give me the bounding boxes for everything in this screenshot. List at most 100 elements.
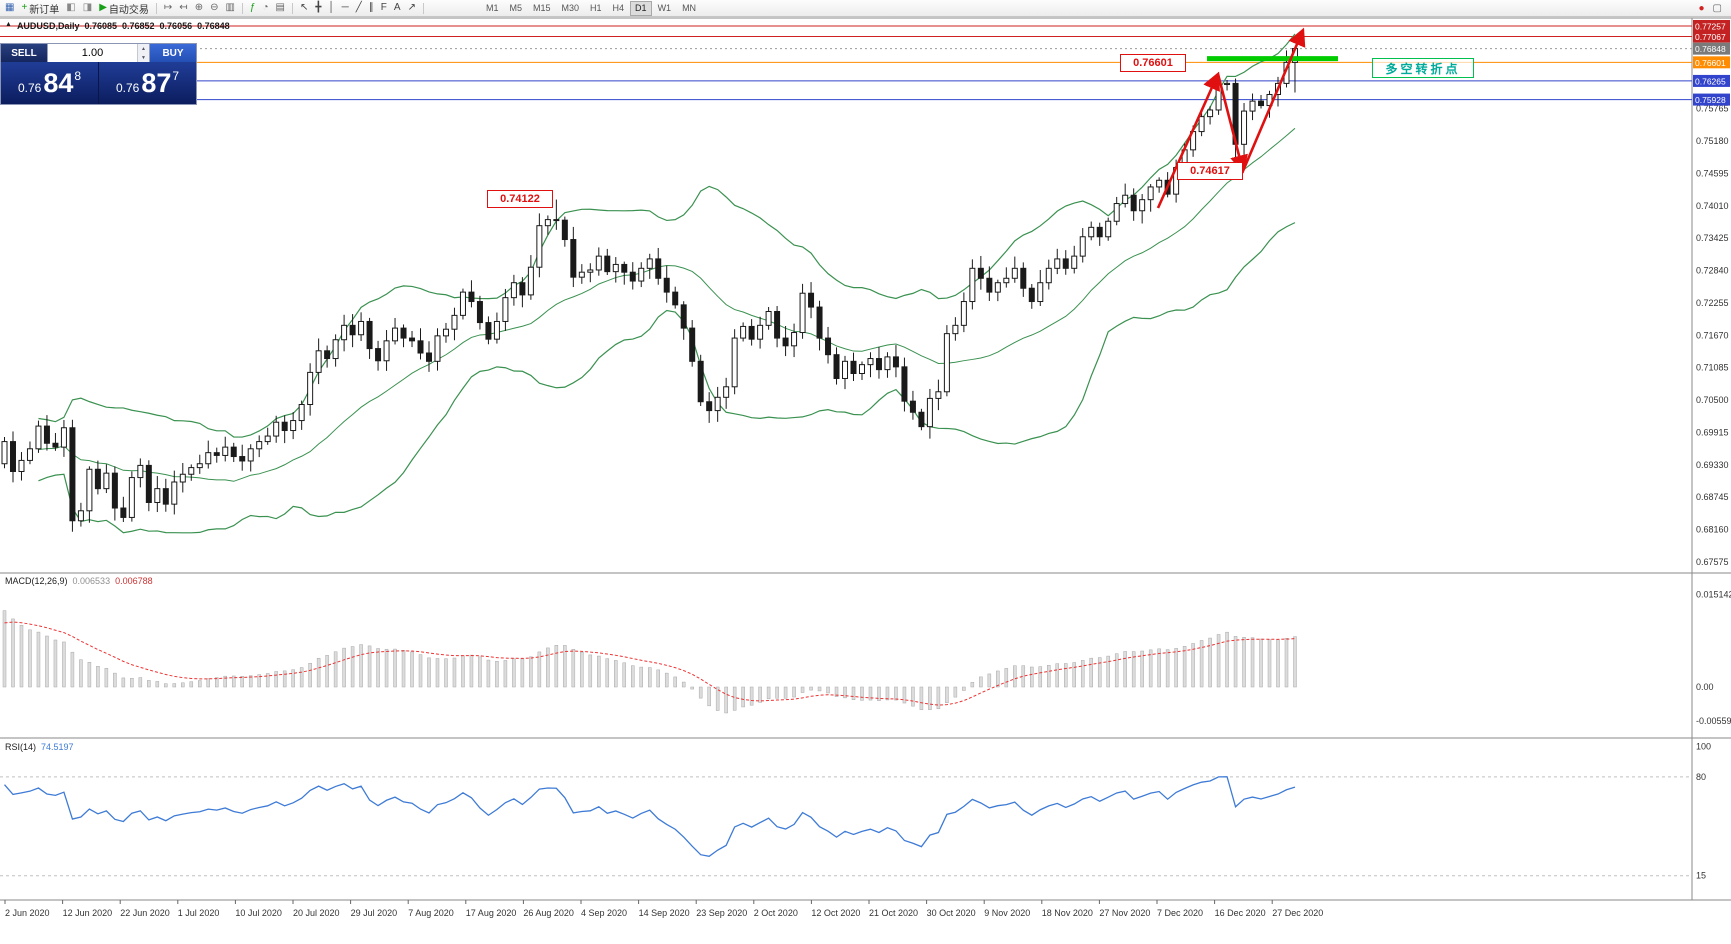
sell-price-prefix: 0.76 xyxy=(17,81,42,95)
community-icon[interactable]: ● xyxy=(1698,2,1705,14)
macd-panel: 0.015142 0.00 -0.005595 xyxy=(2,589,1731,726)
svg-text:26 Aug 2020: 26 Aug 2020 xyxy=(523,908,574,918)
one-click-trade-panel: SELL ▲ ▼ BUY 0.76 84 8 0.76 87 7 xyxy=(0,43,197,105)
svg-text:17 Aug 2020: 17 Aug 2020 xyxy=(466,908,517,918)
date-axis: 2 Jun 2020 12 Jun 2020 22 Jun 2020 1 Jul 20… xyxy=(4,900,1323,918)
periods-icon: ◔ xyxy=(262,2,269,13)
templates-icon[interactable]: ▤ xyxy=(274,1,287,15)
panel-frame xyxy=(0,17,1731,901)
profiles-icon[interactable]: ◧ xyxy=(64,1,77,15)
svg-text:0.75765: 0.75765 xyxy=(1696,104,1729,114)
sell-price-big: 84 xyxy=(43,67,74,98)
price-axis: 0.75765 0.75180 0.74595 0.74010 0.73425 0.728… xyxy=(1693,20,1730,567)
timeframe-W1[interactable]: W1 xyxy=(657,2,672,13)
new-order-button[interactable]: + 新订单 xyxy=(19,1,61,16)
sell-price-display[interactable]: 0.76 84 8 xyxy=(1,62,99,104)
zoom-in-icon[interactable]: ⊕ xyxy=(193,1,205,15)
buy-price-sup: 7 xyxy=(172,69,180,83)
rsi-name: RSI(14) xyxy=(5,742,37,752)
volume-up-icon[interactable]: ▲ xyxy=(138,44,149,53)
arrows-tool-icon[interactable]: ↗ xyxy=(406,1,418,15)
vertical-line-icon: │ xyxy=(328,2,335,13)
chart-title-icon: ▲ xyxy=(5,21,12,28)
svg-text:0.76265: 0.76265 xyxy=(1695,76,1726,86)
timeframe-M15[interactable]: M15 xyxy=(532,2,551,13)
buy-price-display[interactable]: 0.76 87 7 xyxy=(99,62,196,104)
toolbar-separator xyxy=(241,2,243,14)
svg-text:0.71085: 0.71085 xyxy=(1696,363,1729,373)
svg-text:2 Jun 2020: 2 Jun 2020 xyxy=(5,908,50,918)
svg-text:14 Sep 2020: 14 Sep 2020 xyxy=(639,908,690,918)
terminal-icon[interactable]: ▦ xyxy=(3,1,16,15)
svg-text:2 Oct 2020: 2 Oct 2020 xyxy=(754,908,798,918)
vertical-line-icon[interactable]: │ xyxy=(326,1,336,15)
channel-icon[interactable]: ∥ xyxy=(367,1,376,15)
svg-text:9 Nov 2020: 9 Nov 2020 xyxy=(984,908,1030,918)
auto-trading-button[interactable]: ▶ 自动交易 xyxy=(97,1,151,16)
profiles-icon: ◧ xyxy=(66,2,76,13)
cursor-icon: ↖ xyxy=(299,2,309,13)
scroll-to-end-icon[interactable]: ↦ xyxy=(162,1,174,15)
periods-icon[interactable]: ◔ xyxy=(260,1,270,15)
volume-down-icon[interactable]: ▼ xyxy=(138,53,149,62)
channel-icon: ∥ xyxy=(368,2,374,13)
charts-group-icon: ◨ xyxy=(82,2,93,13)
svg-text:10 Jul 2020: 10 Jul 2020 xyxy=(235,908,282,918)
rsi-label: RSI(14) 74.5197 xyxy=(5,742,74,752)
ohlc-high: 0.76852 xyxy=(122,21,155,31)
svg-text:0.74595: 0.74595 xyxy=(1696,168,1729,178)
svg-text:12 Oct 2020: 12 Oct 2020 xyxy=(811,908,860,918)
svg-text:-0.005595: -0.005595 xyxy=(1696,716,1731,726)
text-label-icon[interactable]: A xyxy=(392,1,403,15)
svg-text:1 Jul 2020: 1 Jul 2020 xyxy=(178,908,220,918)
svg-text:27 Nov 2020: 27 Nov 2020 xyxy=(1099,908,1150,918)
zoom-out-icon[interactable]: ⊖ xyxy=(208,1,220,15)
indicators-icon[interactable]: ƒ xyxy=(248,1,258,15)
tile-windows-icon[interactable]: ▥ xyxy=(223,1,236,15)
svg-text:0.70500: 0.70500 xyxy=(1696,395,1729,405)
sell-button[interactable]: SELL xyxy=(1,44,47,62)
main-toolbar: ▦ + 新订单 ◧ ◨ ▶ 自动交易 ↦ ↤ ⊕ ⊖ ▥ ƒ ◔ ▤ ↖ ╋ │ ─ ╱ ∥ F A ↗ M1 M5 M15 M30… xyxy=(0,0,1731,17)
timeframe-M1[interactable]: M1 xyxy=(485,2,499,13)
horizontal-line-icon[interactable]: ─ xyxy=(340,1,351,15)
timeframe-D1[interactable]: D1 xyxy=(630,0,652,16)
svg-text:30 Oct 2020: 30 Oct 2020 xyxy=(927,908,976,918)
timeframe-H1[interactable]: H1 xyxy=(590,2,602,13)
svg-text:0.71670: 0.71670 xyxy=(1696,330,1729,340)
macd-name: MACD(12,26,9) xyxy=(5,576,68,586)
buy-price-big: 87 xyxy=(141,67,172,98)
resistance-price-label[interactable]: 0.76601 xyxy=(1120,54,1186,72)
cursor-icon[interactable]: ↖ xyxy=(298,1,310,15)
timeframe-MN[interactable]: MN xyxy=(682,2,697,13)
charts-group-icon[interactable]: ◨ xyxy=(81,1,94,15)
timeframe-M30[interactable]: M30 xyxy=(561,2,580,13)
fibonacci-icon[interactable]: F xyxy=(379,1,389,15)
macd-main-value: 0.006533 xyxy=(72,576,111,586)
svg-text:15: 15 xyxy=(1696,871,1706,881)
rsi-value: 74.5197 xyxy=(41,742,74,752)
turning-point-label[interactable]: 多空转折点 xyxy=(1372,58,1474,78)
crosshair-icon[interactable]: ╋ xyxy=(313,1,323,15)
svg-text:7 Aug 2020: 7 Aug 2020 xyxy=(408,908,454,918)
svg-text:0.72840: 0.72840 xyxy=(1696,266,1729,276)
arrows-tool-icon: ↗ xyxy=(407,2,416,13)
volume-input[interactable] xyxy=(48,44,137,62)
dip-price-label[interactable]: 0.74617 xyxy=(1177,162,1243,180)
svg-text:0.73425: 0.73425 xyxy=(1696,233,1729,243)
auto-trading-button: ▶ xyxy=(99,2,107,13)
macd-signal-value: 0.006788 xyxy=(115,576,153,586)
buy-button[interactable]: BUY xyxy=(150,44,196,62)
timeframe-H4[interactable]: H4 xyxy=(612,2,625,13)
timeframe-M5[interactable]: M5 xyxy=(509,2,522,13)
chart-title: ▲ AUDUSD,Daily 0.76085 0.76852 0.76056 0… xyxy=(5,21,230,31)
peak-price-label[interactable]: 0.74122 xyxy=(487,190,553,208)
trendline-icon[interactable]: ╱ xyxy=(354,1,364,15)
new-order-button: + xyxy=(21,2,28,13)
toolbar-separator xyxy=(291,2,293,14)
horizontal-line-icon: ─ xyxy=(341,2,349,13)
svg-text:18 Nov 2020: 18 Nov 2020 xyxy=(1042,908,1093,918)
fibonacci-icon: F xyxy=(380,2,387,13)
fullscreen-icon[interactable]: ▢ xyxy=(1712,2,1722,14)
chart-shift-icon[interactable]: ↤ xyxy=(177,1,189,15)
